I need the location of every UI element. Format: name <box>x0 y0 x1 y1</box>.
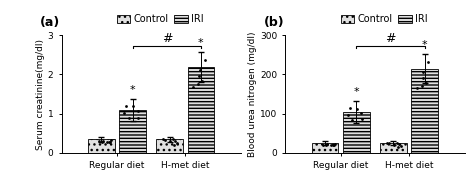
Bar <box>343 112 370 153</box>
Point <box>383 142 391 145</box>
Text: *: * <box>354 87 359 97</box>
Point <box>348 118 356 121</box>
Point <box>390 143 398 146</box>
Point <box>395 142 403 146</box>
Point <box>196 69 203 72</box>
Point <box>125 117 132 120</box>
Point <box>120 112 128 115</box>
Point <box>344 113 352 117</box>
Point <box>323 143 330 146</box>
Point <box>419 76 427 80</box>
Point <box>357 111 365 114</box>
Point <box>413 87 421 90</box>
Y-axis label: Blood urea nitrogen (mg/dl): Blood urea nitrogen (mg/dl) <box>248 31 257 157</box>
Point <box>358 118 365 121</box>
Point <box>134 109 141 113</box>
Bar <box>411 69 438 153</box>
Point <box>170 143 178 147</box>
Point <box>134 116 142 120</box>
Point <box>99 139 107 142</box>
Point <box>418 84 426 87</box>
Point <box>198 79 206 83</box>
Text: #: # <box>162 32 172 45</box>
Point <box>319 143 327 146</box>
Point <box>322 144 329 147</box>
Text: *: * <box>130 85 136 95</box>
Bar <box>88 139 115 153</box>
Bar <box>119 110 146 153</box>
Bar <box>312 143 338 153</box>
Point <box>194 83 202 86</box>
Point <box>393 142 401 145</box>
Point <box>328 143 335 146</box>
Text: (a): (a) <box>40 16 60 29</box>
Point <box>123 104 130 107</box>
Y-axis label: Serum creatinine(mg/dl): Serum creatinine(mg/dl) <box>36 39 45 150</box>
Text: *: * <box>422 40 428 50</box>
Point <box>106 141 114 144</box>
Point <box>331 142 338 146</box>
Point <box>107 139 115 142</box>
Point <box>129 105 137 108</box>
Bar <box>380 143 407 153</box>
Point <box>330 144 337 147</box>
Point <box>106 140 113 143</box>
Point <box>98 141 106 144</box>
Point <box>95 140 103 143</box>
Legend: Control, IRI: Control, IRI <box>341 14 427 24</box>
Text: #: # <box>385 32 396 45</box>
Bar <box>156 139 183 153</box>
Text: *: * <box>198 38 204 48</box>
Point <box>385 142 392 145</box>
Point <box>419 71 427 74</box>
Point <box>195 75 203 78</box>
Point <box>329 143 337 146</box>
Point <box>169 138 177 141</box>
Point <box>160 138 167 141</box>
Point <box>166 140 174 143</box>
Point <box>161 138 169 141</box>
Text: (b): (b) <box>264 16 284 29</box>
Bar <box>188 67 214 153</box>
Point <box>201 58 209 62</box>
Point <box>173 141 181 144</box>
Point <box>394 146 401 149</box>
Point <box>397 144 404 147</box>
Legend: Control, IRI: Control, IRI <box>117 14 203 24</box>
Point <box>425 61 432 64</box>
Point <box>103 140 111 143</box>
Point <box>172 139 179 142</box>
Point <box>353 107 361 110</box>
Point <box>189 85 197 88</box>
Point <box>422 81 429 84</box>
Point <box>346 106 354 109</box>
